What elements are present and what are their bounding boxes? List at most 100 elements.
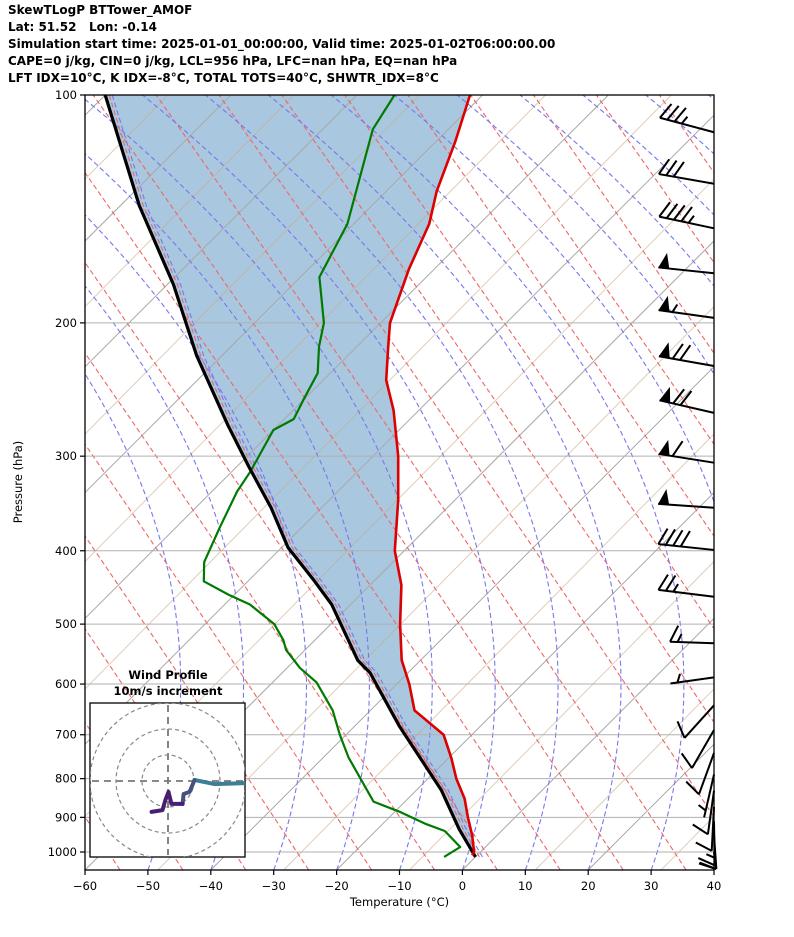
hodograph-subtitle: 10m/s increment xyxy=(114,684,223,698)
y-tick-label: 100 xyxy=(55,88,77,102)
moist-adiabat-line xyxy=(85,285,245,870)
x-tick-label: 40 xyxy=(707,879,722,893)
dewpoint-curve xyxy=(202,95,462,858)
profile-curves xyxy=(103,95,477,858)
barb-full xyxy=(666,105,680,121)
x-tick-label: −60 xyxy=(73,879,97,893)
barb-half xyxy=(687,215,695,224)
isotherm-minor-line xyxy=(409,560,714,870)
wind-barb xyxy=(676,704,715,739)
barb-shaft xyxy=(691,729,715,769)
y-tick-label: 200 xyxy=(55,316,77,330)
barb-full xyxy=(697,857,716,867)
x-tick-label: 10 xyxy=(518,879,533,893)
barb-full xyxy=(664,528,676,546)
wind-barb xyxy=(659,386,715,414)
wind-barb xyxy=(698,851,718,870)
hodograph-trace xyxy=(180,778,197,806)
x-tick-label: −10 xyxy=(387,879,411,893)
parcel-dry-adiabat-line xyxy=(108,95,480,858)
isotherm-minor-line xyxy=(85,95,546,563)
hodograph-title: Wind Profile xyxy=(128,668,208,682)
isotherm-major-line xyxy=(587,743,714,870)
x-tick-label: 20 xyxy=(581,879,596,893)
y-tick-label: 1000 xyxy=(48,845,77,859)
moist-adiabat-line xyxy=(85,214,307,870)
barb-flag xyxy=(658,439,670,456)
barb-flag xyxy=(659,386,671,403)
isotherm-major-line xyxy=(85,95,483,494)
wind-barb xyxy=(658,489,715,509)
isotherm-major-line xyxy=(85,95,232,242)
wind-barb xyxy=(657,528,715,551)
wind-barb xyxy=(658,439,715,464)
isotherm-minor-line xyxy=(534,688,714,870)
x-tick-label: 0 xyxy=(459,879,466,893)
isotherm-major-line xyxy=(713,869,714,870)
barb-half xyxy=(680,116,689,125)
dry-adiabat-line xyxy=(85,443,373,870)
wind-barb xyxy=(669,625,715,645)
barb-full xyxy=(695,841,713,852)
figure-title: SkewTLogP BTTower_AMOF xyxy=(8,3,193,17)
moist-adiabat-line xyxy=(205,95,559,870)
stability-indices-line1: CAPE=0 j/kg, CIN=0 j/kg, LCL=956 hPa, LF… xyxy=(8,54,458,68)
barb-full xyxy=(659,103,673,119)
barb-shaft xyxy=(658,588,715,598)
barb-shaft xyxy=(658,173,715,185)
barb-half xyxy=(676,673,681,683)
hodograph-trace xyxy=(149,789,185,814)
barb-full xyxy=(672,388,685,405)
wind-barb xyxy=(658,201,715,230)
barb-shaft xyxy=(659,215,715,230)
moist-adiabat-line xyxy=(645,95,714,155)
isotherm-minor-line xyxy=(85,95,295,308)
barb-full xyxy=(673,204,686,221)
moist-adiabat-line xyxy=(519,95,714,288)
x-tick-label: −50 xyxy=(136,879,160,893)
barb-shaft xyxy=(658,502,715,509)
wind-barb xyxy=(658,295,715,319)
barb-full xyxy=(672,161,685,178)
barb-full xyxy=(671,440,684,457)
isotherm-major-line xyxy=(85,95,609,620)
moist-adiabat-line xyxy=(85,373,182,870)
barb-half xyxy=(671,303,679,313)
dry-adiabat-line xyxy=(281,95,714,724)
temperature-curve xyxy=(384,95,476,856)
dry-adiabat-line xyxy=(595,95,714,264)
y-tick-label: 800 xyxy=(55,772,77,786)
wind-barb xyxy=(692,790,715,836)
dry-adiabat-line xyxy=(722,95,794,870)
isotherm-major-line xyxy=(85,95,358,368)
barb-shaft xyxy=(658,266,715,275)
barb-flag xyxy=(658,295,670,312)
cape-cin-shading xyxy=(105,95,476,857)
barb-half xyxy=(672,583,679,593)
wind-barb xyxy=(658,342,715,367)
barb-full xyxy=(680,752,693,769)
wind-barb xyxy=(659,103,715,134)
isotherm-minor-line xyxy=(85,95,421,435)
station-coordinates: Lat: 51.52 Lon: -0.14 xyxy=(8,20,157,34)
dry-adiabat-line xyxy=(155,95,687,870)
barb-shaft xyxy=(698,752,715,795)
isotherm-minor-line xyxy=(85,95,672,690)
y-tick-label: 400 xyxy=(55,544,77,558)
barb-shaft xyxy=(683,704,715,739)
wind-barb xyxy=(680,729,715,769)
barb-full xyxy=(665,203,679,219)
dry-adiabat-line xyxy=(218,95,714,818)
dry-adiabat-line xyxy=(92,95,624,870)
barb-full xyxy=(685,780,700,796)
barb-full xyxy=(698,862,717,870)
dry-adiabat-line xyxy=(344,95,714,630)
figure-header: SkewTLogP BTTower_AMOF Lat: 51.52 Lon: -… xyxy=(8,2,555,87)
plot-background xyxy=(85,95,794,870)
barb-flag xyxy=(658,489,670,505)
barb-shaft xyxy=(659,116,715,134)
x-tick-label: −20 xyxy=(324,879,348,893)
barb-shaft xyxy=(658,543,715,551)
y-tick-label: 500 xyxy=(55,617,77,631)
hodograph-trace xyxy=(192,778,245,787)
